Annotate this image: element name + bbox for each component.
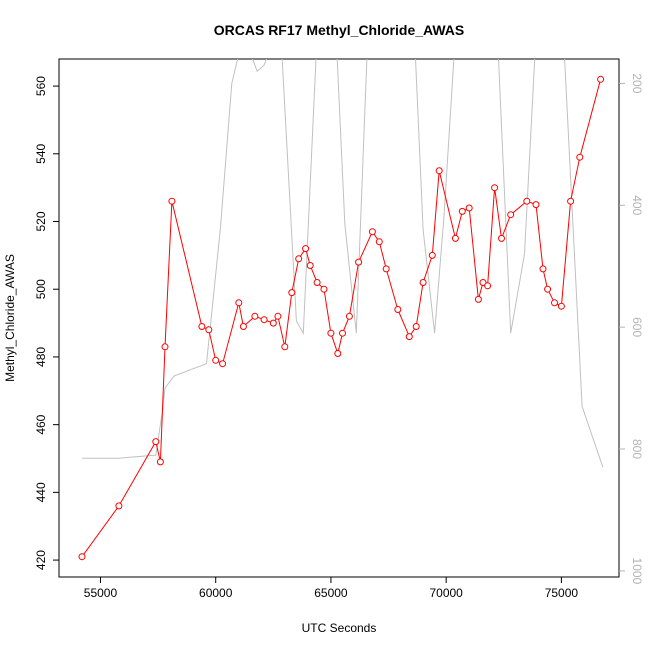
data-point: [313, 279, 321, 286]
series-layer: [78, 59, 605, 561]
data-point: [302, 245, 310, 253]
data-point: [78, 553, 86, 561]
data-point: [474, 295, 482, 303]
y2-tick-label: 800: [630, 439, 644, 459]
data-point: [239, 323, 247, 330]
data-point: [281, 343, 289, 351]
data-point: [212, 356, 220, 364]
data-point: [288, 289, 296, 297]
data-point: [498, 234, 505, 242]
data-point: [152, 438, 160, 446]
data-point: [576, 153, 584, 161]
data-point: [544, 285, 552, 293]
data-point: [198, 323, 206, 330]
y2-tick-label: 400: [630, 195, 644, 215]
data-point: [479, 279, 487, 286]
x-axis: 55000 60000 65000 70000 75000: [84, 577, 579, 600]
y-tick-label: 460: [34, 414, 48, 434]
data-point: [557, 302, 565, 310]
data-point: [539, 265, 547, 273]
x-tick-label: 65000: [314, 586, 348, 600]
data-point: [345, 312, 353, 320]
chart-title: ORCAS RF17 Methyl_Chloride_AWAS: [214, 22, 465, 38]
x-tick-label: 75000: [545, 586, 579, 600]
data-point: [375, 238, 383, 246]
data-point: [491, 184, 499, 192]
data-point: [567, 197, 575, 205]
y2-tick-label: 1000: [630, 558, 644, 585]
y-tick-label: 420: [34, 550, 48, 570]
data-point: [458, 207, 466, 215]
series-line-1: [82, 59, 604, 468]
data-point: [394, 306, 402, 313]
data-point: [523, 197, 531, 205]
data-point: [219, 360, 227, 368]
data-point: [161, 343, 169, 351]
y-tick-label: 500: [34, 279, 48, 299]
data-point: [295, 255, 303, 263]
data-point: [368, 228, 376, 236]
data-point: [507, 211, 515, 219]
data-point: [419, 279, 427, 286]
x-axis-label: UTC Seconds: [302, 621, 377, 635]
data-point: [428, 251, 436, 259]
data-point: [355, 258, 363, 266]
plot-frame: [58, 58, 620, 578]
data-point: [484, 282, 492, 290]
data-point: [327, 329, 335, 337]
data-point: [260, 316, 268, 324]
y-axis-right: 200 400 600 800 1000: [619, 73, 644, 585]
data-point: [235, 299, 243, 307]
data-point: [405, 333, 413, 341]
data-point: [320, 285, 328, 293]
data-point: [251, 312, 259, 320]
x-tick-label: 55000: [84, 586, 118, 600]
data-point: [168, 197, 176, 205]
data-point: [382, 265, 390, 273]
data-point: [274, 312, 282, 320]
y-axis-left: 420 440 460 480 500 520 540 560: [34, 76, 59, 570]
data-point: [412, 323, 420, 330]
y-tick-label: 540: [34, 143, 48, 163]
data-point: [156, 458, 164, 466]
y2-tick-label: 600: [630, 317, 644, 337]
data-point: [205, 326, 213, 334]
data-point: [551, 299, 558, 307]
data-point: [115, 502, 123, 510]
data-point: [597, 75, 605, 83]
data-point: [451, 234, 459, 242]
y-tick-label: 480: [34, 347, 48, 367]
data-point: [334, 350, 342, 357]
data-point: [435, 167, 443, 175]
y-tick-label: 440: [34, 482, 48, 502]
y-axis-label: Methyl_Chloride_AWAS: [3, 254, 17, 382]
data-point: [339, 329, 346, 337]
data-point: [306, 262, 314, 269]
y-tick-label: 520: [34, 211, 48, 231]
data-point: [269, 319, 277, 327]
data-point: [465, 204, 473, 212]
x-tick-label: 60000: [199, 586, 233, 600]
y-tick-label: 560: [34, 76, 48, 96]
x-tick-label: 70000: [429, 586, 463, 600]
data-point: [532, 201, 540, 209]
y2-tick-label: 200: [630, 73, 644, 93]
